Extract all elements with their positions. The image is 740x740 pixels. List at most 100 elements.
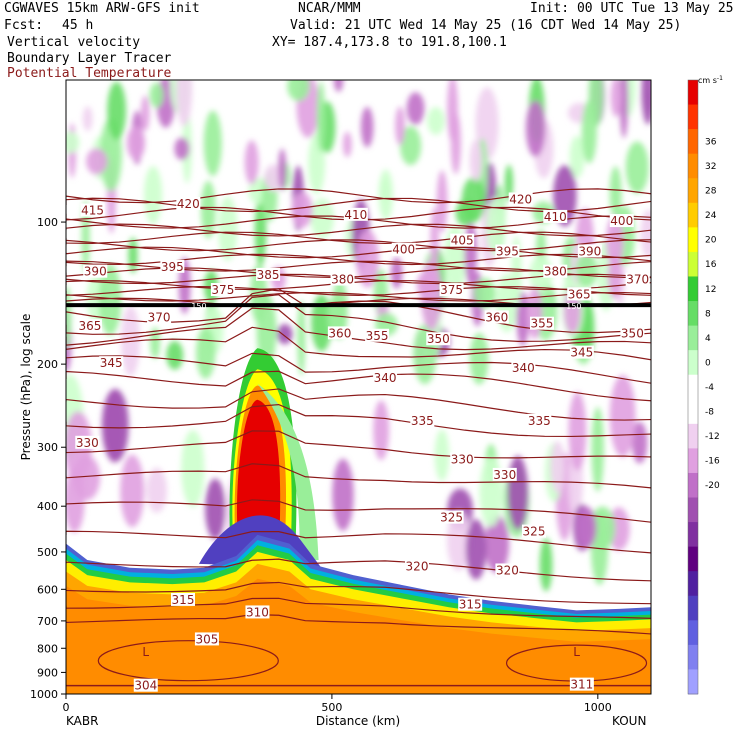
x-tick-label: 1000: [584, 701, 612, 714]
theta-label-bg: [210, 283, 235, 297]
theta-label: 304: [134, 679, 157, 693]
downdraft-cell: [406, 92, 425, 125]
theta-contour: [66, 231, 651, 245]
colorbar-tick-label: 32: [705, 162, 716, 172]
theta-label-bg: [410, 413, 435, 427]
theta-contour: [66, 253, 651, 266]
theta-label-bg: [391, 242, 416, 256]
colorbar-swatch: [688, 153, 698, 179]
downdraft-cell: [436, 170, 448, 233]
updraft-cell: [128, 237, 138, 274]
right-station-label: KOUN: [612, 714, 646, 728]
theta-label-bg: [245, 605, 270, 619]
theta-label-bg: [327, 326, 352, 340]
theta-label-bg: [343, 207, 368, 221]
theta-label: 420: [509, 192, 532, 206]
theta-label-bg: [77, 319, 102, 333]
field-vertical-velocity: Vertical velocity: [7, 35, 141, 50]
theta-contour: [66, 404, 651, 438]
theta-label: 415: [81, 204, 104, 218]
theta-label-bg: [529, 316, 554, 330]
theta-label: 380: [544, 265, 567, 279]
theta-label-bg: [99, 356, 124, 370]
colorbar-swatch: [688, 595, 698, 621]
theta-label-bg: [577, 244, 602, 258]
theta-label-bg: [365, 328, 390, 342]
theta-contour: [66, 499, 651, 523]
theta-label-bg: [569, 345, 594, 359]
theta-label-bg: [450, 452, 475, 466]
theta-label-bg: [543, 209, 568, 223]
colorbar-tick-label: 16: [705, 260, 717, 270]
low-marker: L: [142, 645, 149, 659]
theta-label-bg: [484, 310, 509, 324]
model-title: CGWAVES 15km ARW-GFS init: [4, 1, 200, 16]
updraft-cell: [469, 332, 489, 385]
field-boundary-layer-tracer: Boundary Layer Tracer: [7, 51, 172, 66]
theta-label: 350: [621, 326, 644, 340]
colorbar-swatch: [688, 399, 698, 425]
forecast-label: Fcst:: [4, 18, 44, 33]
low-marker: L: [573, 645, 580, 659]
downdraft-cell: [527, 287, 543, 340]
theta-label-bg: [495, 244, 520, 258]
theta-contour: [66, 597, 651, 619]
updraft-cell: [195, 327, 216, 379]
downdraft-cell: [244, 140, 259, 185]
theta-label-bg: [405, 559, 429, 573]
downdraft-cell: [82, 106, 93, 132]
theta-label: 311: [570, 678, 593, 692]
theta-label: 400: [392, 243, 415, 257]
theta-label: 320: [496, 563, 519, 577]
downdraft-cell: [174, 137, 190, 161]
org-label: NCAR/MMM: [298, 1, 361, 16]
init-time: Init: 00 UTC Tue 13 May 25: [530, 1, 734, 16]
colorbar-swatch: [688, 178, 698, 204]
updraft-cell: [427, 107, 445, 135]
theta-label-bg: [620, 326, 645, 340]
theta-label: 330: [76, 436, 99, 450]
x-tick-label: 500: [321, 701, 342, 714]
theta-contour: [66, 463, 651, 489]
downdraft-cell: [72, 455, 101, 501]
downdraft-cell: [609, 375, 636, 458]
updraft-cell: [297, 300, 306, 376]
cross-section-endpoints: XY= 187.4,173.8 to 191.8,100.1: [272, 35, 507, 50]
updraft-cell: [575, 252, 598, 288]
theta-contour: [66, 530, 651, 554]
theta-label: 370: [148, 310, 171, 324]
bl-orange: [66, 578, 651, 694]
downdraft-cell: [464, 222, 478, 286]
theta-label: 375: [211, 283, 234, 297]
theta-label-bg: [75, 435, 100, 449]
theta-label-bg: [133, 678, 158, 692]
theta-label-bg: [511, 361, 536, 375]
colorbar-swatch: [688, 227, 698, 253]
forecast-hours: 45 h: [62, 18, 94, 33]
y-tick-label: 500: [37, 546, 58, 559]
updraft-cell: [311, 294, 332, 352]
plot-frame: [65, 79, 652, 695]
updraft-cell: [203, 110, 222, 177]
updraft-cell: [66, 131, 80, 154]
updraft-cell: [218, 196, 238, 261]
updraft-cell: [504, 164, 514, 202]
theta-label-bg: [609, 214, 634, 228]
theta-contour: [66, 286, 651, 296]
updraft-cell: [149, 82, 164, 108]
downdraft-cell: [525, 100, 546, 157]
theta-label: 355: [531, 317, 554, 331]
downdraft-cell: [342, 131, 352, 158]
colorbar-swatch: [688, 423, 698, 449]
y-tick-label: 700: [37, 615, 58, 628]
colorbar-tick-label: -4: [705, 383, 714, 393]
theta-label-bg: [569, 677, 594, 691]
theta-label: 305: [195, 632, 218, 646]
updraft-cell: [166, 340, 184, 370]
colorbar-unit: cm s-1: [698, 75, 723, 85]
theta-label-bg: [522, 524, 546, 538]
theta-label-bg: [439, 283, 464, 297]
colorbar-frame: [687, 79, 699, 695]
downdraft-cell: [395, 106, 406, 146]
theta-label-bg: [508, 192, 533, 206]
